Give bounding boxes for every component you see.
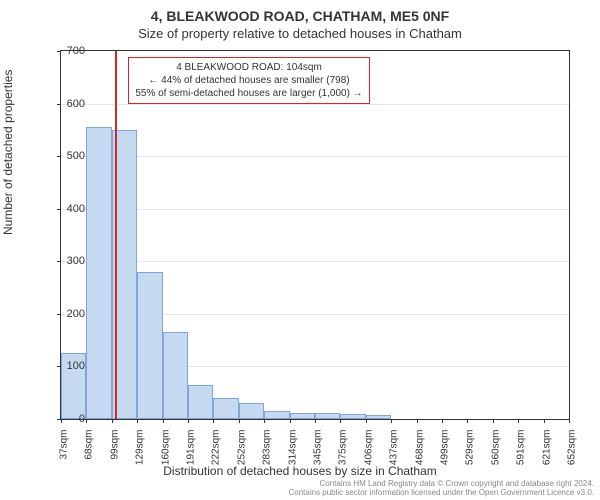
x-tick-mark <box>493 419 494 423</box>
footer-attribution: Contains HM Land Registry data © Crown c… <box>288 479 594 498</box>
marker-line <box>115 51 117 419</box>
histogram-bar <box>264 411 289 419</box>
x-tick-label: 252sqm <box>236 430 247 466</box>
footer-line2: Contains public sector information licen… <box>288 488 594 498</box>
y-axis-label: Number of detached properties <box>1 70 15 235</box>
x-tick-label: 468sqm <box>414 430 425 466</box>
x-tick-mark <box>213 419 214 423</box>
histogram-bar <box>340 414 365 419</box>
histogram-bar <box>213 398 238 419</box>
x-tick-mark <box>137 419 138 423</box>
x-tick-mark <box>188 419 189 423</box>
x-tick-label: 406sqm <box>363 430 374 466</box>
x-tick-label: 560sqm <box>490 430 501 466</box>
gridline <box>61 209 569 210</box>
histogram-bar <box>366 415 391 419</box>
x-tick-label: 68sqm <box>84 430 95 460</box>
x-tick-mark <box>569 419 570 423</box>
x-tick-label: 283sqm <box>262 430 273 466</box>
x-tick-mark <box>417 419 418 423</box>
x-tick-label: 375sqm <box>338 430 349 466</box>
x-tick-label: 314sqm <box>287 430 298 466</box>
x-tick-mark <box>391 419 392 423</box>
annotation-line1: 4 BLEAKWOOD ROAD: 104sqm <box>135 61 362 74</box>
x-tick-mark <box>163 419 164 423</box>
gridline <box>61 261 569 262</box>
annotation-line2: ← 44% of detached houses are smaller (79… <box>135 74 362 87</box>
x-tick-mark <box>315 419 316 423</box>
y-tick-label: 300 <box>55 255 85 267</box>
x-axis-label: Distribution of detached houses by size … <box>0 464 600 478</box>
histogram-bar <box>239 403 264 419</box>
histogram-bar <box>188 385 213 419</box>
x-tick-mark <box>264 419 265 423</box>
figure-container: 4, BLEAKWOOD ROAD, CHATHAM, ME5 0NF Size… <box>0 0 600 500</box>
histogram-bar <box>163 332 188 419</box>
histogram-bar <box>86 127 111 419</box>
page-title: 4, BLEAKWOOD ROAD, CHATHAM, ME5 0NF <box>0 0 600 24</box>
x-tick-mark <box>340 419 341 423</box>
plot-area: 4 BLEAKWOOD ROAD: 104sqm← 44% of detache… <box>60 50 570 420</box>
x-tick-label: 222sqm <box>211 430 222 466</box>
x-tick-mark <box>86 419 87 423</box>
x-tick-label: 529sqm <box>465 430 476 466</box>
x-tick-label: 621sqm <box>541 430 552 466</box>
y-tick-label: 600 <box>55 98 85 110</box>
x-tick-mark <box>467 419 468 423</box>
x-tick-label: 99sqm <box>109 430 120 460</box>
x-tick-mark <box>290 419 291 423</box>
histogram-bar <box>315 413 340 419</box>
histogram-bar <box>137 272 162 419</box>
y-tick-label: 400 <box>55 203 85 215</box>
x-tick-label: 160sqm <box>160 430 171 466</box>
x-tick-label: 591sqm <box>516 430 527 466</box>
y-tick-label: 700 <box>55 45 85 57</box>
x-tick-mark <box>112 419 113 423</box>
y-tick-label: 0 <box>55 413 85 425</box>
x-tick-mark <box>518 419 519 423</box>
page-subtitle: Size of property relative to detached ho… <box>0 24 600 41</box>
annotation-box: 4 BLEAKWOOD ROAD: 104sqm← 44% of detache… <box>128 57 369 104</box>
annotation-line3: 55% of semi-detached houses are larger (… <box>135 87 362 100</box>
y-tick-label: 100 <box>55 360 85 372</box>
x-tick-label: 652sqm <box>567 430 578 466</box>
x-tick-mark <box>239 419 240 423</box>
x-tick-label: 191sqm <box>186 430 197 466</box>
x-tick-label: 129sqm <box>135 430 146 466</box>
y-tick-label: 500 <box>55 150 85 162</box>
x-tick-mark <box>366 419 367 423</box>
y-tick-label: 200 <box>55 308 85 320</box>
x-tick-mark <box>442 419 443 423</box>
x-tick-label: 345sqm <box>313 430 324 466</box>
x-tick-mark <box>544 419 545 423</box>
x-tick-label: 37sqm <box>59 430 70 460</box>
x-tick-label: 499sqm <box>440 430 451 466</box>
x-tick-label: 437sqm <box>389 430 400 466</box>
histogram-bar <box>290 413 315 419</box>
footer-line1: Contains HM Land Registry data © Crown c… <box>288 479 594 489</box>
gridline <box>61 156 569 157</box>
